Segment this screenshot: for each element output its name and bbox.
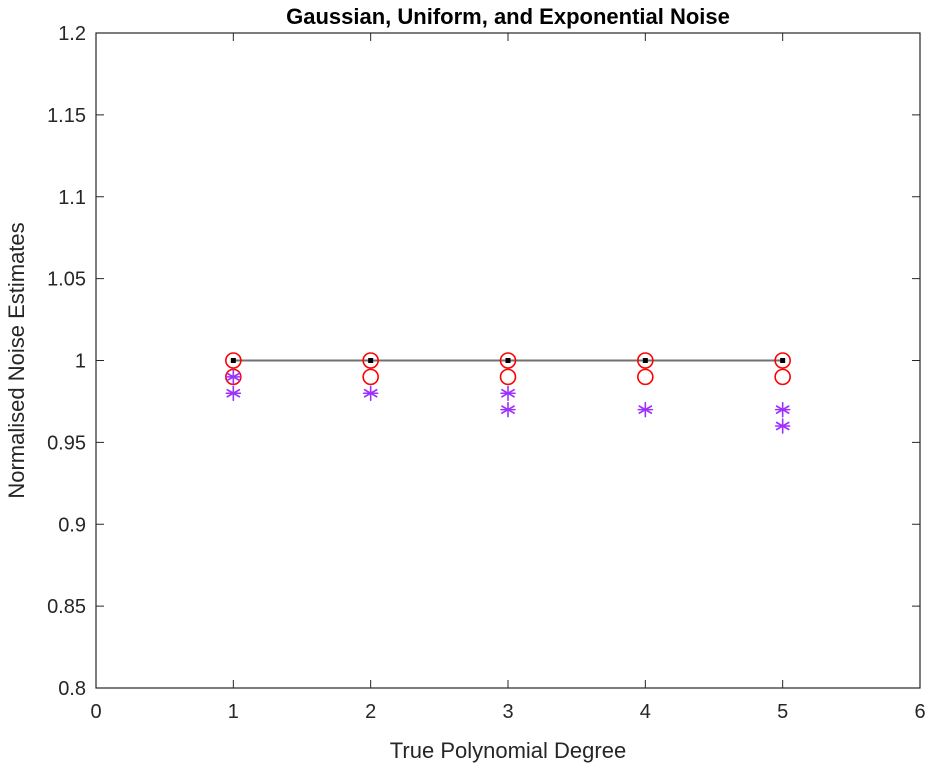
circle-marker (774, 352, 791, 369)
circle-marker (774, 368, 791, 386)
y-tick-label: 0.95 (47, 432, 86, 454)
asterisk-marker (637, 401, 654, 418)
dot-marker (642, 358, 648, 363)
x-tick-label: 4 (640, 701, 651, 723)
y-tick-label: 1.1 (58, 187, 86, 209)
dot-marker (780, 358, 786, 363)
dot-marker (368, 358, 374, 363)
x-tick-label: 2 (365, 701, 376, 723)
asterisk-marker (774, 418, 791, 434)
circle-marker (637, 368, 654, 386)
dot-marker (230, 358, 236, 363)
y-axis-label: Normalised Noise Estimates (4, 222, 29, 498)
asterisk-marker (225, 369, 242, 385)
asterisk-marker (500, 385, 516, 402)
y-tick-label: 1.2 (58, 23, 86, 45)
y-tick-label: 0.8 (58, 678, 86, 700)
y-tick-label: 0.9 (58, 514, 86, 536)
x-axis-label: True Polynomial Degree (390, 738, 626, 763)
x-tick-label: 6 (914, 701, 925, 723)
circle-marker (225, 352, 242, 369)
dot-marker (505, 358, 511, 363)
asterisk-marker (774, 401, 791, 418)
circle-marker (499, 352, 517, 369)
y-tick-label: 1.05 (47, 269, 86, 291)
y-tick-label: 0.85 (47, 596, 86, 618)
asterisk-marker (225, 385, 242, 402)
y-tick-label: 1.15 (47, 105, 86, 127)
plot-area: 0 1 2 3 4 5 6 0.8 0.85 0.9 0.95 1 1.05 1.1 1.15 1.2 (47, 23, 926, 723)
x-tick-label: 0 (90, 701, 101, 723)
circle-marker (362, 352, 379, 369)
circle-marker (362, 368, 379, 386)
circle-marker (499, 368, 517, 386)
x-tick-label: 3 (502, 701, 513, 723)
circle-marker (637, 352, 654, 369)
chart-title: Gaussian, Uniform, and Exponential Noise (286, 4, 730, 29)
asterisk-marker (500, 401, 516, 418)
asterisk-marker (362, 385, 379, 402)
x-tick-label: 1 (228, 701, 239, 723)
x-tick-label: 5 (777, 701, 788, 723)
y-tick-label: 1 (75, 351, 86, 373)
